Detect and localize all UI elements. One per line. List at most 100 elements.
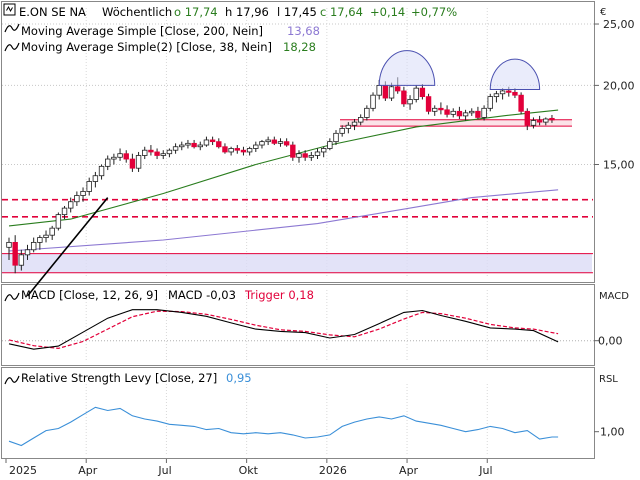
candle <box>166 148 173 158</box>
high-value: h 17,96 <box>225 5 269 19</box>
candle <box>296 150 302 163</box>
candle-body <box>487 96 493 109</box>
candle <box>469 108 475 116</box>
svg-text:Moving Average Simple(2) [Clos: Moving Average Simple(2) [Close, 38, Nei… <box>21 40 316 54</box>
candle-body <box>444 109 450 115</box>
candle-body <box>438 107 444 111</box>
candle-body <box>407 99 413 105</box>
low-value: l 17,45 <box>277 5 317 19</box>
candle <box>407 95 413 110</box>
candle-body <box>290 144 296 158</box>
candle-body <box>222 146 228 153</box>
candle <box>283 138 290 147</box>
candle <box>265 136 271 146</box>
instrument-name: E.ON SE NA <box>19 5 86 19</box>
time-tick-label: 2026 <box>319 464 347 477</box>
candle <box>246 146 253 156</box>
macd-tick-label: 0,00 <box>598 335 623 348</box>
resistance-band-fill <box>340 119 572 127</box>
candle-body <box>209 139 216 143</box>
candle <box>203 136 210 147</box>
candle-body <box>345 124 352 129</box>
candle <box>475 106 481 119</box>
candle-body <box>98 165 105 177</box>
candle-body <box>105 158 111 167</box>
candle-body <box>320 148 327 153</box>
support-band <box>2 119 592 273</box>
candle-body <box>376 84 382 96</box>
candle <box>135 151 142 172</box>
ma200-label: Moving Average Simple [Close, 200, Nein] <box>21 24 263 38</box>
candle-body <box>172 146 179 151</box>
rsl-value: 0,95 <box>226 371 252 385</box>
candle-body <box>216 141 222 148</box>
candle <box>327 138 333 151</box>
candle <box>30 237 37 253</box>
candle <box>444 105 450 118</box>
candle <box>493 90 500 103</box>
svg-text:MACD [Close, 12, 26, 9]: MACD [Close, 12, 26, 9] MACD -0,03 Trigg… <box>21 288 314 302</box>
uptrend-line <box>26 197 109 297</box>
candle <box>339 125 345 137</box>
rsl-legend: Relative Strength Levy [Close, 27] 0,95 <box>4 371 252 385</box>
candle <box>80 187 86 202</box>
ma38-value: 18,28 <box>283 40 316 54</box>
candle-body <box>197 144 203 148</box>
top-arc <box>378 50 436 86</box>
time-tick-label: Apr <box>78 464 98 477</box>
candle-body <box>12 241 18 266</box>
candle-body <box>388 86 395 99</box>
candle-body <box>49 227 55 236</box>
candle-body <box>55 214 62 229</box>
candle-body <box>432 107 438 112</box>
candle-body <box>61 207 68 216</box>
candle <box>536 115 543 126</box>
candle-body <box>92 175 99 182</box>
candle-body <box>160 153 166 156</box>
candle <box>55 212 62 231</box>
candle <box>314 148 321 160</box>
candle-body <box>333 132 339 143</box>
candle <box>197 141 203 151</box>
candle-body <box>395 86 401 92</box>
candle <box>320 146 327 158</box>
candle <box>234 145 240 154</box>
rsl-panel-frame <box>1 367 595 459</box>
candle <box>117 148 123 161</box>
candle-body <box>253 144 259 149</box>
candle-body <box>425 96 432 112</box>
candles <box>6 77 555 274</box>
candle <box>487 93 493 112</box>
macd-panel-frame <box>1 284 595 366</box>
candle <box>370 92 376 112</box>
ma38-label: Moving Average Simple(2) [Close, 38, Nei… <box>21 40 272 54</box>
wave-icon <box>4 23 20 33</box>
candle <box>172 143 179 154</box>
price-legend: E.ON SE NA Wöchentlich o 17,74 h 17,96 l… <box>3 3 457 19</box>
candle <box>413 85 419 103</box>
candle <box>179 141 185 151</box>
price-panel-frame <box>1 1 595 283</box>
macd-legend: MACD [Close, 12, 26, 9] MACD -0,03 Trigg… <box>4 288 314 302</box>
ma200-legend: Moving Average Simple [Close, 200, Nein]… <box>4 23 320 38</box>
candle-body <box>283 141 290 146</box>
candle <box>129 153 136 172</box>
candle <box>191 139 197 149</box>
open-value: o 17,74 <box>174 5 218 19</box>
candle-body <box>246 148 253 153</box>
candle <box>74 191 80 206</box>
candle-body <box>234 148 240 151</box>
candle <box>105 155 111 171</box>
candle-body <box>117 153 123 158</box>
candle <box>209 136 216 146</box>
candle <box>456 106 463 119</box>
candle-body <box>351 121 358 126</box>
candle-body <box>339 128 345 134</box>
candle-body <box>191 142 197 148</box>
candle <box>185 139 191 149</box>
candle <box>24 244 31 260</box>
candle <box>240 146 247 156</box>
candle-body <box>111 156 117 160</box>
time-tick-label: Apr <box>399 464 419 477</box>
trigger-line <box>8 310 559 350</box>
